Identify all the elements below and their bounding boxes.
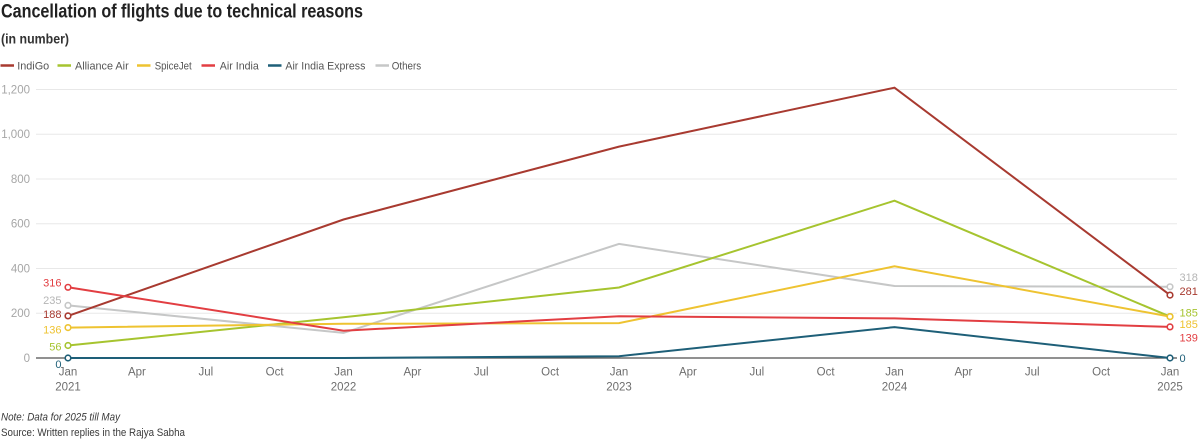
svg-text:2023: 2023 [606,382,632,394]
svg-text:Others: Others [392,60,422,72]
svg-text:188: 188 [43,309,61,321]
svg-text:200: 200 [11,308,30,320]
svg-text:IndiGo: IndiGo [17,60,49,72]
svg-text:0: 0 [24,353,30,365]
svg-text:Air India: Air India [220,60,260,72]
svg-text:Jan: Jan [1161,367,1180,379]
svg-text:Oct: Oct [1092,367,1111,379]
svg-text:Jan: Jan [610,367,629,379]
svg-text:56: 56 [49,342,61,354]
svg-text:Jan: Jan [334,367,353,379]
svg-text:Note: Data for 2025 till May: Note: Data for 2025 till May [1,412,121,424]
svg-text:Jan: Jan [885,367,904,379]
svg-text:Jul: Jul [474,367,489,379]
svg-text:318: 318 [1180,272,1198,284]
svg-text:Source: Written replies in the: Source: Written replies in the Rajya Sab… [1,427,186,439]
svg-text:400: 400 [11,263,30,275]
svg-text:235: 235 [43,295,61,307]
svg-text:0: 0 [55,359,61,371]
svg-text:281: 281 [1180,286,1198,298]
svg-text:Apr: Apr [679,367,697,379]
svg-text:SpiceJet: SpiceJet [155,60,192,72]
svg-text:2025: 2025 [1157,382,1183,394]
svg-text:2022: 2022 [331,382,357,394]
svg-text:Air India Express: Air India Express [285,60,365,72]
svg-text:Jan: Jan [59,367,78,379]
svg-text:185: 185 [1180,319,1198,331]
svg-text:800: 800 [11,174,30,186]
svg-text:Jul: Jul [1025,367,1040,379]
svg-text:316: 316 [43,278,61,290]
svg-text:Jul: Jul [198,367,213,379]
svg-text:Apr: Apr [954,367,972,379]
svg-text:136: 136 [43,325,61,337]
svg-text:0: 0 [1180,353,1186,365]
svg-text:(in number): (in number) [1,32,69,47]
svg-text:Alliance Air: Alliance Air [75,60,129,72]
svg-text:2021: 2021 [55,382,81,394]
svg-text:Cancellation of flights due to: Cancellation of flights due to technical… [1,0,363,22]
svg-text:Apr: Apr [403,367,421,379]
svg-text:139: 139 [1180,332,1198,344]
svg-text:Oct: Oct [266,367,285,379]
svg-text:Oct: Oct [541,367,560,379]
svg-text:Jul: Jul [749,367,764,379]
svg-text:1,000: 1,000 [1,129,30,141]
svg-text:2024: 2024 [882,382,908,394]
svg-text:Apr: Apr [128,367,146,379]
svg-text:Oct: Oct [817,367,836,379]
svg-text:600: 600 [11,219,30,231]
svg-text:185: 185 [1180,308,1198,320]
svg-text:1,200: 1,200 [1,84,30,96]
